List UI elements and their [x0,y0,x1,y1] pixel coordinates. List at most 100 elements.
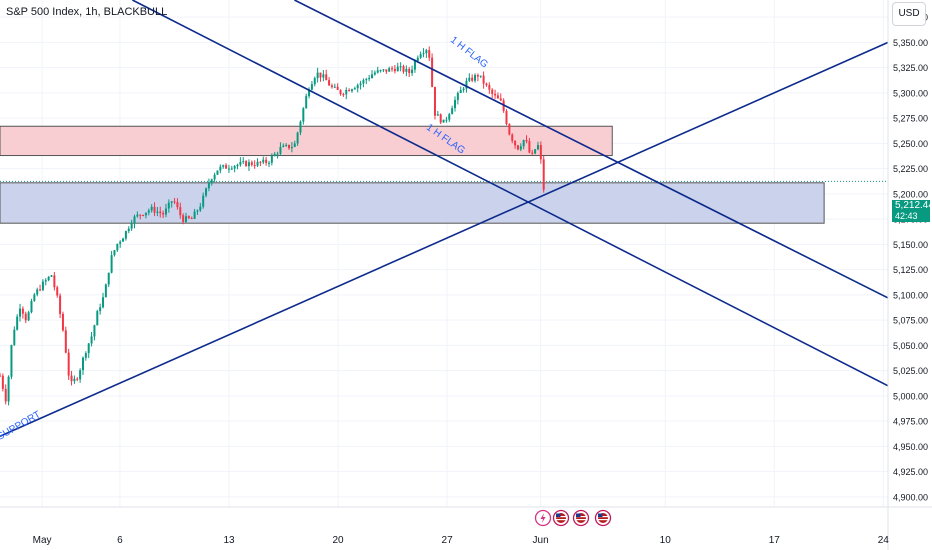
candle [356,85,359,89]
candle [459,90,462,93]
candle [485,83,488,86]
currency-button[interactable]: USD [892,2,926,26]
candle [345,89,348,95]
candle [256,161,259,166]
y-tick-label: 5,225.00 [893,164,928,174]
flag-stripe [556,519,566,521]
candle [64,330,67,353]
candle [310,84,313,90]
candle [313,78,316,85]
candle [53,275,56,288]
candle [474,75,477,81]
lightning-event-icon[interactable] [534,509,552,527]
candle [213,174,216,180]
candle [422,53,425,55]
y-tick-label: 5,000.00 [893,391,928,401]
candle [531,152,534,154]
candle [516,145,519,150]
y-tick-label: 5,300.00 [893,88,928,98]
candle [539,145,542,160]
candle [27,312,30,321]
y-tick-label: 5,125.00 [893,265,928,275]
candle [536,145,539,150]
y-tick-label: 4,975.00 [893,417,928,427]
x-axis[interactable]: May 6 13 20 27 Jun 10 17 24 [33,535,890,546]
trendlines [0,0,889,438]
candle [393,68,396,72]
candle [176,202,179,208]
candle [273,153,276,157]
candle [365,79,368,81]
trendline-flag-upper[interactable] [294,0,889,299]
last-price-tag: 5,212.44 [892,200,932,212]
candle [416,57,419,61]
flag-stripe [598,516,608,518]
candle [302,108,305,122]
event-icons[interactable] [534,509,612,527]
candle [439,114,442,123]
candle [348,89,351,92]
candle [462,88,465,91]
candle [479,75,482,77]
candle [182,215,185,222]
candle [36,289,39,295]
resistance-zone[interactable] [0,125,613,157]
candle [219,166,222,171]
candle [116,243,119,251]
y-tick-label: 5,275.00 [893,114,928,124]
candle [408,68,411,74]
candle [170,201,173,203]
candle [147,210,150,213]
candle [190,218,193,220]
candle [79,370,82,380]
candle [59,295,62,314]
candle [90,336,93,344]
candle [508,124,511,135]
candle [179,207,182,216]
candle [187,216,190,219]
candle [0,375,1,377]
candle [336,86,339,90]
us-flag-event-icon[interactable] [572,509,590,527]
candle [216,170,219,175]
candle [133,216,136,224]
candle [222,165,225,167]
candle [259,161,262,163]
candle [70,375,73,382]
candle [522,140,525,147]
candle [499,98,502,101]
candle [402,66,405,72]
trendline-flag-lower[interactable] [132,0,889,387]
candle [156,211,159,213]
candle [44,280,47,282]
candle [136,214,139,217]
candle [465,80,468,89]
candle [159,211,162,214]
candle [453,99,456,109]
candle [488,85,491,90]
candle [76,378,79,380]
trendline-support[interactable] [0,41,889,438]
candle [342,94,345,96]
flag-canton [556,513,561,517]
candle [81,357,84,371]
candle [230,168,233,170]
candle [33,294,36,302]
candle [113,250,116,256]
candle [202,195,205,207]
x-tick-label: May [33,535,52,546]
y-tick-label: 5,150.00 [893,240,928,250]
us-flag-event-icon[interactable] [594,509,612,527]
candle [173,201,176,203]
us-flag-event-icon[interactable] [552,509,570,527]
candle [419,54,422,58]
candle [225,165,228,169]
candle [382,69,385,71]
candle [24,313,27,321]
y-tick-label: 4,925.00 [893,467,928,477]
x-tick-label: 27 [442,535,454,546]
candle [399,66,402,68]
candle [288,144,291,149]
candle [319,72,322,78]
